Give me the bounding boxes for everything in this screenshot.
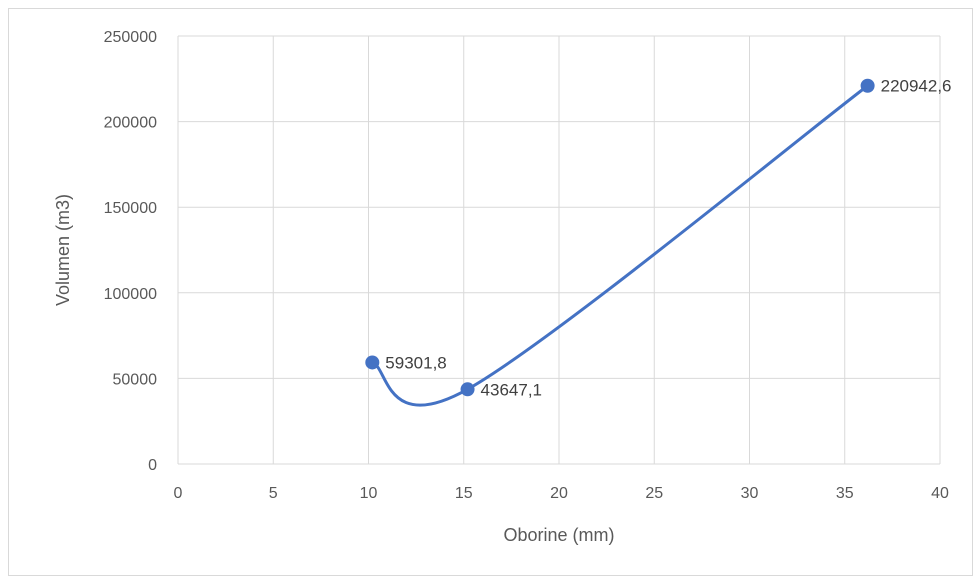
x-tick-label: 40	[931, 485, 949, 502]
data-point	[860, 78, 875, 93]
y-tick-label: 250000	[104, 29, 157, 46]
x-tick-label: 5	[269, 485, 278, 502]
y-tick-label: 100000	[104, 286, 157, 303]
chart-frame	[8, 8, 973, 576]
y-tick-label: 200000	[104, 115, 157, 132]
data-label: 59301,8	[385, 353, 446, 372]
x-tick-label: 25	[645, 485, 663, 502]
grid-layer	[177, 35, 941, 465]
data-label: 220942,6	[881, 77, 952, 96]
data-point	[365, 355, 380, 370]
data-label: 43647,1	[481, 380, 542, 399]
y-tick-label: 0	[148, 457, 157, 474]
series-line	[370, 84, 870, 407]
data-point	[460, 382, 475, 397]
x-tick-label: 10	[360, 485, 378, 502]
x-axis-title: Oborine (mm)	[503, 525, 614, 545]
x-tick-label: 0	[174, 485, 183, 502]
x-tick-label: 20	[550, 485, 568, 502]
x-tick-label: 35	[836, 485, 854, 502]
y-tick-label: 150000	[104, 200, 157, 217]
series-layer: 59301,8 43647,1 220942,6	[365, 77, 952, 407]
x-tick-label: 30	[741, 485, 759, 502]
tick-layer: 0 50000 100000 150000 200000 250000 0 5 10 15 20 25…	[104, 29, 949, 502]
x-tick-label: 15	[455, 485, 473, 502]
y-tick-label: 50000	[113, 371, 158, 388]
y-axis-title: Volumen (m3)	[53, 194, 73, 306]
